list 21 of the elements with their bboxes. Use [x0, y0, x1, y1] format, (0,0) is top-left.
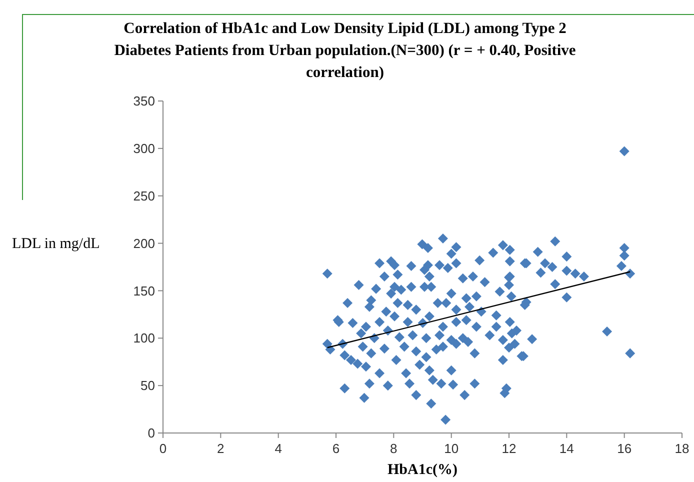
y-tick-label: 0: [148, 426, 155, 441]
x-tick-label: 8: [390, 441, 398, 456]
x-tick-label: 2: [217, 441, 224, 456]
chart-title: Correlation of HbA1c and Low Density Lipid (LDL) among Type 2 Diabetes Patients from Urban population.(N=300) (r = + 0.40, Positive correlation): [114, 20, 576, 81]
y-axis-title: LDL in mg/dL: [12, 236, 100, 252]
y-tick-label: 150: [133, 283, 155, 298]
y-tick-label: 250: [133, 188, 155, 204]
x-tick-label: 14: [559, 441, 574, 456]
x-tick-label: 18: [674, 441, 690, 456]
y-tick-label: 200: [133, 236, 155, 251]
x-tick-label: 0: [159, 441, 167, 456]
y-tick-label: 100: [133, 330, 155, 346]
x-tick-label: 12: [502, 441, 516, 456]
x-tick-label: 6: [332, 441, 340, 456]
x-axis-title: HbA1c(%): [388, 462, 458, 478]
x-tick-label: 16: [617, 441, 632, 456]
x-tick-label: 10: [444, 441, 459, 456]
y-tick-label: 50: [140, 378, 155, 394]
y-tick-label: 300: [133, 140, 155, 156]
x-tick-label: 4: [274, 441, 282, 456]
y-tick-label: 350: [133, 94, 155, 109]
